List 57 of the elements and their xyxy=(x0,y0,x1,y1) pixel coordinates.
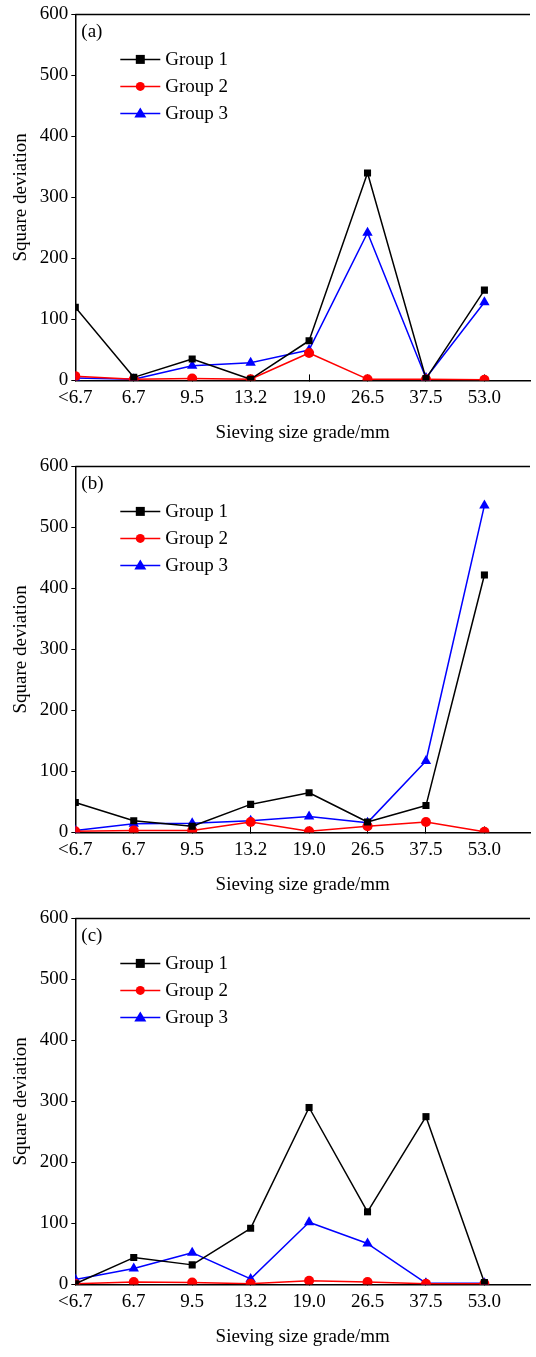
legend-label: Group 2 xyxy=(165,75,229,97)
legend-label: Group 2 xyxy=(165,979,229,1001)
legend-label: Group 3 xyxy=(165,554,229,576)
legend-label: Group 2 xyxy=(165,527,229,549)
x-tick-label: 53.0 xyxy=(467,837,502,859)
y-tick-label: 600 xyxy=(39,2,69,24)
x-tick-label: 6.7 xyxy=(121,1289,146,1311)
legend-label: Group 1 xyxy=(165,952,229,974)
y-tick-label: 500 xyxy=(39,967,69,989)
x-tick-label: 9.5 xyxy=(180,385,205,407)
y-tick-label: 200 xyxy=(39,698,69,720)
x-tick-label: 37.5 xyxy=(409,837,443,859)
x-tick-label: 6.7 xyxy=(121,385,146,407)
y-tick-label: 600 xyxy=(39,454,69,476)
y-tick-label: 300 xyxy=(39,185,69,207)
x-tick-label: 26.5 xyxy=(350,385,385,407)
x-axis-title: Sieving size grade/mm xyxy=(215,420,390,442)
y-axis-title: Square deviation xyxy=(9,132,31,262)
x-axis-title: Sieving size grade/mm xyxy=(215,872,390,894)
x-tick-label: 9.5 xyxy=(180,837,205,859)
x-tick-label: 13.2 xyxy=(234,837,268,859)
y-tick-label: 600 xyxy=(39,906,69,928)
x-tick-label: 13.2 xyxy=(234,1289,268,1311)
annotation: (a) xyxy=(81,19,103,42)
y-tick-label: 200 xyxy=(39,1150,69,1172)
y-tick-label: 200 xyxy=(39,246,69,268)
y-axis-title: Square deviation xyxy=(9,584,31,714)
y-tick-label: 100 xyxy=(39,759,69,781)
y-tick-label: 400 xyxy=(39,124,69,146)
legend-label: Group 3 xyxy=(165,102,229,124)
x-tick-label: 13.2 xyxy=(234,385,268,407)
x-tick-label: 26.5 xyxy=(350,1289,385,1311)
x-tick-label: 37.5 xyxy=(409,1289,443,1311)
annotation: (b) xyxy=(81,471,104,494)
x-axis-title: Sieving size grade/mm xyxy=(215,1324,390,1346)
x-tick-label: 53.0 xyxy=(467,385,502,407)
x-tick-label: 19.0 xyxy=(292,385,326,407)
x-tick-label: 53.0 xyxy=(467,1289,502,1311)
annotation: (c) xyxy=(81,923,103,946)
y-tick-label: 400 xyxy=(39,1028,69,1050)
y-tick-label: 300 xyxy=(39,637,69,659)
y-axis-title: Square deviation xyxy=(9,1036,31,1166)
x-tick-label: 37.5 xyxy=(409,385,443,407)
x-tick-label: 26.5 xyxy=(350,837,385,859)
y-tick-label: 500 xyxy=(39,63,69,85)
x-tick-label: 19.0 xyxy=(292,1289,326,1311)
y-tick-label: 100 xyxy=(39,307,69,329)
y-tick-label: 300 xyxy=(39,1089,69,1111)
y-tick-label: 400 xyxy=(39,576,69,598)
x-tick-label: 19.0 xyxy=(292,837,326,859)
legend-label: Group 1 xyxy=(165,48,229,70)
y-tick-label: 100 xyxy=(39,1211,69,1233)
legend-label: Group 1 xyxy=(165,500,229,522)
y-tick-label: 500 xyxy=(39,515,69,537)
x-tick-label: 9.5 xyxy=(180,1289,205,1311)
x-tick-label: 6.7 xyxy=(121,837,146,859)
legend-label: Group 3 xyxy=(165,1006,229,1028)
